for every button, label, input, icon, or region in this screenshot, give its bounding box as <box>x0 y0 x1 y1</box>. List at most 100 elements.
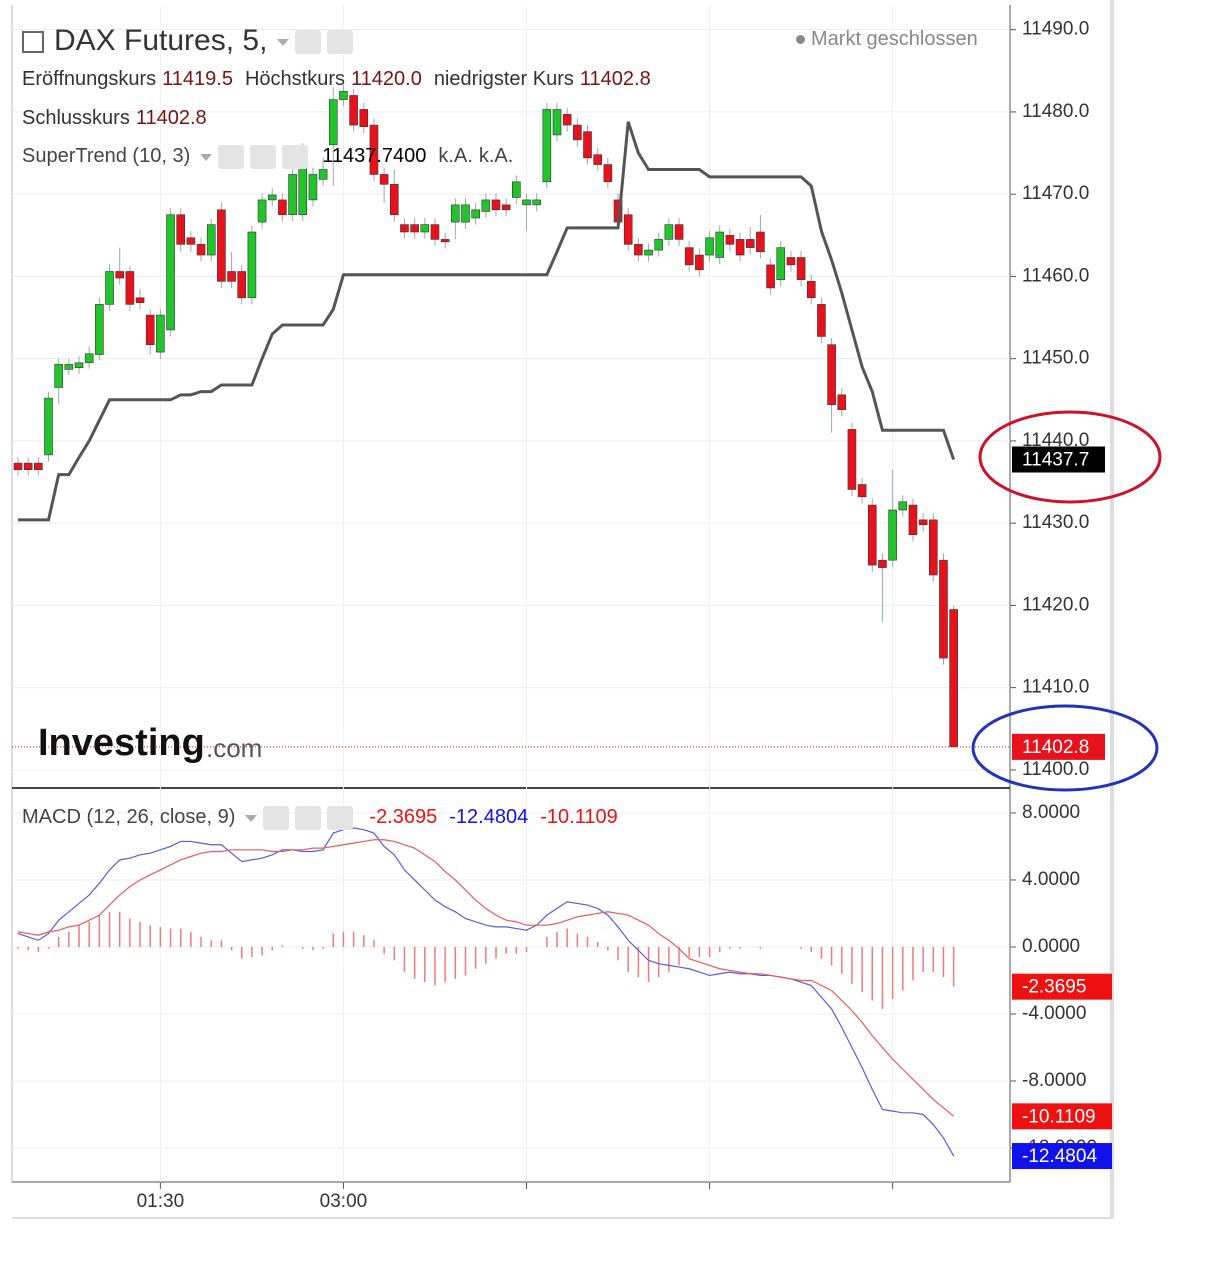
y-tick-label: 11460.0 <box>1022 265 1089 286</box>
candle-body <box>847 429 857 490</box>
candle-body <box>288 174 297 216</box>
candle-body <box>267 194 277 201</box>
candle-body <box>776 247 786 281</box>
candle-body <box>573 124 582 141</box>
x-tick-label: 01:30 <box>137 1191 185 1212</box>
candle-body <box>389 184 399 216</box>
candle-body <box>674 224 684 240</box>
caret[interactable] <box>245 814 258 822</box>
candle-body <box>603 164 613 183</box>
gear-icon[interactable] <box>295 806 322 830</box>
candle-body <box>522 199 531 206</box>
candle-body <box>237 271 247 299</box>
x-tick-label: 03:00 <box>320 1191 368 1212</box>
macd-value: -10.1109 <box>540 806 618 829</box>
candle-body <box>796 257 806 281</box>
macd-line <box>17 827 955 1157</box>
candle-body <box>440 239 450 243</box>
y-tick-label: 8.0000 <box>1022 802 1080 823</box>
candle-body <box>705 237 714 256</box>
candle-body <box>217 209 226 282</box>
ohlc-value: 11402.8 <box>135 107 207 129</box>
candle-body <box>105 271 114 305</box>
eye-icon[interactable] <box>218 145 245 169</box>
macd-values: -2.3695 -12.4804 -10.1109 <box>369 806 629 828</box>
ohlc-row: Eröffnungskurs 11419.5 Höchstkurs 11420.0 ni… <box>22 68 657 91</box>
eye-icon[interactable] <box>295 30 322 55</box>
candle-body <box>583 131 592 159</box>
candle-body <box>95 304 104 355</box>
y-tick-label: -4.0000 <box>1022 1003 1086 1024</box>
candle-body <box>918 519 928 526</box>
watermark-brand: Investing <box>38 722 205 764</box>
candle-body <box>501 204 511 211</box>
candle-body <box>481 199 491 212</box>
candle-body <box>156 314 165 353</box>
gear-icon[interactable] <box>250 145 277 169</box>
candle-body <box>888 509 897 561</box>
candle-body <box>542 109 552 183</box>
y-tick-label: 11410.0 <box>1022 677 1089 698</box>
candle-body <box>339 91 348 100</box>
caret[interactable] <box>200 153 213 161</box>
candle-body <box>949 609 958 748</box>
candle-body <box>939 559 948 659</box>
caret[interactable] <box>277 38 290 46</box>
ohlc-label: Schlusskurs <box>22 107 130 129</box>
candle-body <box>176 214 186 245</box>
candle-body <box>806 281 816 299</box>
y-tick-label: 11470.0 <box>1022 183 1089 204</box>
value-badge-label: -10.1109 <box>1022 1106 1096 1127</box>
price-badge-label: 11402.8 <box>1022 737 1089 758</box>
candle-body <box>471 209 480 219</box>
candle-body <box>328 99 338 146</box>
candle-body <box>369 124 379 175</box>
candle-body <box>54 364 63 388</box>
candle-body <box>420 224 430 233</box>
watermark: Investing .com <box>38 722 262 764</box>
close-icon[interactable] <box>327 806 354 830</box>
macd-value: -2.3695 <box>369 806 438 829</box>
candle-body <box>735 239 745 256</box>
ohlc-row: Schlusskurs 11402.8 <box>22 107 213 130</box>
candle-body <box>135 297 145 304</box>
candle-body <box>552 109 562 136</box>
value-badge <box>1012 1103 1112 1130</box>
collapse-icon[interactable] <box>22 31 44 54</box>
candle-body <box>84 353 94 364</box>
y-tick-label: -8.0000 <box>1022 1070 1086 1091</box>
candle-body <box>562 114 572 126</box>
eye-icon[interactable] <box>263 806 290 830</box>
indicator-value: k.A. <box>478 145 514 168</box>
candle-body <box>725 234 735 245</box>
candle-body <box>74 362 84 369</box>
candle-body <box>756 231 765 253</box>
candle-body <box>878 559 887 568</box>
value-badge <box>1012 973 1112 1000</box>
candle-body <box>461 204 470 223</box>
candle-body <box>227 271 236 282</box>
macd-title: MACD (12, 26, close, 9) <box>22 806 236 829</box>
title-row: DAX Futures, 5, <box>22 24 359 58</box>
candle-body <box>359 109 369 128</box>
candle-body <box>867 504 877 566</box>
ohlc-value: 11419.5 <box>162 68 233 90</box>
candle-body <box>247 231 257 299</box>
ohlc-label: Eröffnungskurs <box>22 68 157 90</box>
candle-body <box>115 271 124 279</box>
candle-body <box>745 239 755 248</box>
candle-body <box>786 257 796 266</box>
candle-body <box>278 199 287 216</box>
candle-body <box>928 519 938 576</box>
gear-icon[interactable] <box>327 30 354 55</box>
close-icon[interactable] <box>282 145 309 169</box>
ohlc-value: 11402.8 <box>579 68 651 90</box>
candle-body <box>166 214 175 331</box>
candle-body <box>186 237 196 245</box>
candle-body <box>908 504 918 535</box>
y-tick-label: 11450.0 <box>1022 348 1089 369</box>
candle-body <box>695 254 704 271</box>
candle-body <box>34 462 43 471</box>
macd-value: -12.4804 <box>449 806 529 829</box>
